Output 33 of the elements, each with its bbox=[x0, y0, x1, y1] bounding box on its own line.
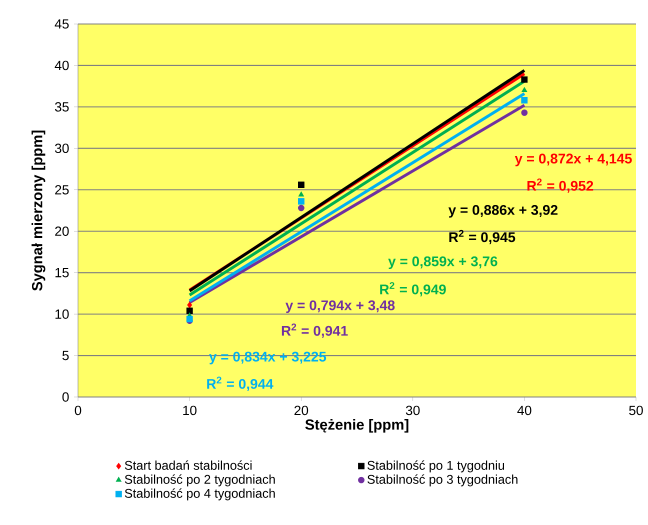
annotation: y = 0,872x + 4,145 bbox=[514, 154, 632, 166]
annotation: y = 0,834x + 3,225 bbox=[209, 352, 326, 364]
y-tick-label: 15 bbox=[55, 268, 69, 278]
x-tick-label: 20 bbox=[294, 406, 308, 416]
y-axis-title: Sygnał mierzony [ppm] bbox=[32, 130, 46, 291]
x-tick-label: 30 bbox=[406, 406, 420, 416]
legend-label: Stabilność po 1 tygodniu bbox=[367, 460, 504, 472]
x-tick-label: 40 bbox=[517, 406, 532, 416]
legend-label: Stabilność po 4 tygodniach bbox=[124, 488, 275, 500]
y-tick-label: 0 bbox=[62, 392, 69, 402]
y-tick-label: 20 bbox=[55, 226, 69, 236]
legend-label: Stabilność po 3 tygodniach bbox=[367, 474, 518, 486]
y-tick-label: 5 bbox=[62, 350, 69, 360]
legend-label: Start badań stabilności bbox=[124, 460, 252, 470]
y-tick-label: 30 bbox=[54, 144, 69, 154]
x-tick-label: 0 bbox=[74, 406, 82, 416]
y-tick-label: 25 bbox=[55, 185, 69, 194]
annotation: R$^{2}$ = 0,941 bbox=[282, 324, 348, 338]
x-tick-label: 50 bbox=[629, 406, 643, 416]
annotation: y = 0,859x + 3,76 bbox=[388, 256, 498, 270]
annotation: R$^{2}$ = 0,944 bbox=[207, 376, 274, 391]
x-axis-title: Stężenie [ppm] bbox=[305, 418, 408, 433]
y-tick-label: 40 bbox=[54, 60, 69, 70]
y-tick-label: 35 bbox=[54, 102, 69, 112]
y-tick-label: 45 bbox=[54, 19, 69, 29]
legend-label: Stabilność po 2 tygodniach bbox=[124, 474, 275, 486]
annotation: y = 0,886x + 3,92 bbox=[448, 205, 558, 218]
annotation: y = 0,794x + 3,48 bbox=[285, 300, 395, 313]
annotation: R$^{2}$ = 0,945 bbox=[449, 230, 516, 244]
annotation: R$^{2}$ = 0,949 bbox=[380, 282, 446, 296]
y-tick-label: 10 bbox=[55, 309, 69, 319]
x-tick-label: 10 bbox=[183, 406, 197, 416]
annotation: R$^{2}$ = 0,952 bbox=[527, 178, 594, 193]
